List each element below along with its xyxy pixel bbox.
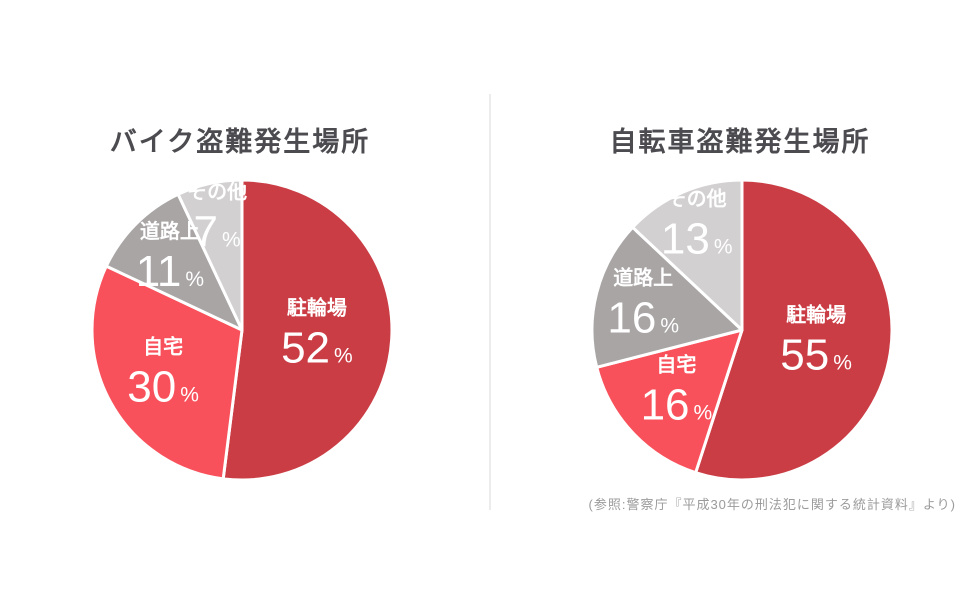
slice-category-label: 駐輪場 — [786, 303, 846, 327]
slice-value-label: 7% — [194, 208, 241, 257]
pie-chart-bicycle-theft-locations: 駐輪場 55 % 自宅 16 % 道路上 16 % その他 13% — [590, 178, 894, 482]
pie-slice-3 — [176, 178, 244, 332]
slice-value-label: 30% — [127, 362, 199, 411]
slice-category-label: 自宅 — [656, 353, 696, 377]
pie-slice-1 — [595, 328, 744, 475]
slice-category-label: その他 — [187, 180, 247, 204]
pie-slice-3 — [631, 178, 744, 332]
pie-slice-0 — [221, 178, 394, 482]
chart-title-motorcycle: バイク盗難発生場所 — [109, 127, 371, 157]
slice-value-label: 13% — [661, 214, 733, 263]
slice-value-label: 55% — [780, 331, 852, 380]
slice-value-label: 16% — [607, 294, 679, 343]
source-note: (参照:警察庁『平成30年の刑法犯に関する統計資料』より) — [588, 497, 956, 512]
slice-value-label: 52% — [281, 324, 353, 373]
pie-slice-2 — [590, 225, 744, 369]
slice-value-label: 11% — [136, 247, 204, 296]
pie-chart-motorcycle-theft-locations: 駐輪場 52 % 自宅 30 % 道路上 11 % その他 7% — [90, 178, 394, 482]
pie-slice-0 — [694, 178, 894, 482]
vertical-divider — [489, 94, 491, 510]
slice-value-label: 16% — [641, 381, 713, 430]
slice-category-label: 駐輪場 — [287, 296, 347, 320]
slice-category-label: 自宅 — [143, 334, 183, 358]
pie-slice-1 — [90, 264, 244, 481]
slice-category-label: その他 — [667, 186, 727, 210]
slice-category-label: 道路上 — [613, 266, 673, 290]
slice-category-label: 道路上 — [140, 219, 200, 243]
chart-title-bicycle: 自転車盗難発生場所 — [609, 127, 871, 157]
pie-slice-2 — [104, 192, 244, 332]
